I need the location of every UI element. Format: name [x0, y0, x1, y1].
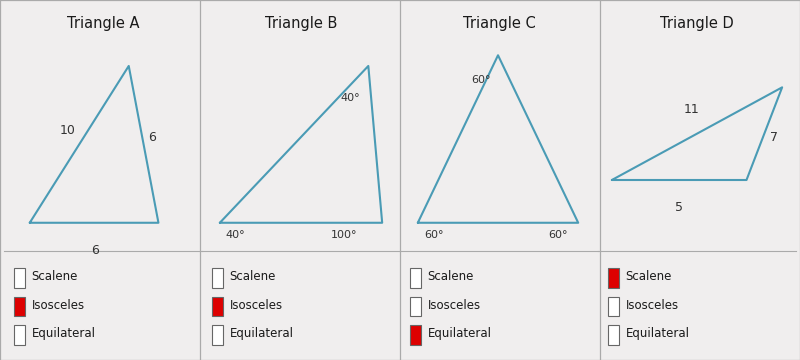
- Text: 7: 7: [770, 131, 778, 144]
- Text: 11: 11: [683, 103, 699, 116]
- Text: 6: 6: [91, 244, 99, 257]
- FancyBboxPatch shape: [608, 325, 618, 345]
- Text: 6: 6: [149, 131, 157, 144]
- FancyBboxPatch shape: [212, 297, 222, 316]
- Text: Scalene: Scalene: [32, 270, 78, 283]
- FancyBboxPatch shape: [410, 325, 421, 345]
- Text: Equilateral: Equilateral: [230, 328, 294, 341]
- Text: 40°: 40°: [341, 93, 360, 103]
- Text: Triangle C: Triangle C: [462, 16, 535, 31]
- Text: 60°: 60°: [424, 230, 443, 240]
- Text: Isosceles: Isosceles: [428, 299, 481, 312]
- Text: 60°: 60°: [549, 230, 568, 240]
- Text: 60°: 60°: [471, 75, 491, 85]
- Text: Isosceles: Isosceles: [626, 299, 679, 312]
- Text: Scalene: Scalene: [230, 270, 276, 283]
- Text: Equilateral: Equilateral: [428, 328, 492, 341]
- Text: Isosceles: Isosceles: [230, 299, 283, 312]
- Text: Equilateral: Equilateral: [32, 328, 96, 341]
- Text: 10: 10: [59, 123, 75, 136]
- Text: 5: 5: [675, 201, 683, 215]
- FancyBboxPatch shape: [608, 268, 618, 288]
- Text: Equilateral: Equilateral: [626, 328, 690, 341]
- FancyBboxPatch shape: [212, 268, 222, 288]
- FancyBboxPatch shape: [410, 297, 421, 316]
- FancyBboxPatch shape: [212, 325, 222, 345]
- Text: Triangle A: Triangle A: [66, 16, 139, 31]
- Text: Scalene: Scalene: [626, 270, 672, 283]
- FancyBboxPatch shape: [608, 297, 618, 316]
- Text: Triangle B: Triangle B: [265, 16, 337, 31]
- FancyBboxPatch shape: [14, 268, 25, 288]
- Text: 40°: 40°: [226, 230, 246, 240]
- Text: Isosceles: Isosceles: [32, 299, 85, 312]
- FancyBboxPatch shape: [14, 325, 25, 345]
- FancyBboxPatch shape: [14, 297, 25, 316]
- FancyBboxPatch shape: [410, 268, 421, 288]
- Text: 100°: 100°: [331, 230, 358, 240]
- Text: Triangle D: Triangle D: [660, 16, 734, 31]
- Text: Scalene: Scalene: [428, 270, 474, 283]
